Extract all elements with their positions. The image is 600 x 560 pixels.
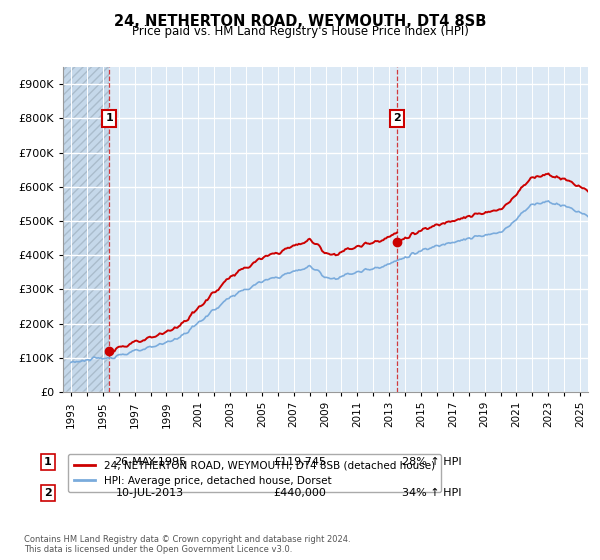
Text: £119,745: £119,745 bbox=[274, 457, 326, 467]
Text: 28% ↑ HPI: 28% ↑ HPI bbox=[402, 457, 462, 467]
Text: 24, NETHERTON ROAD, WEYMOUTH, DT4 8SB: 24, NETHERTON ROAD, WEYMOUTH, DT4 8SB bbox=[114, 14, 486, 29]
Text: 1: 1 bbox=[105, 114, 113, 124]
Legend: 24, NETHERTON ROAD, WEYMOUTH, DT4 8SB (detached house), HPI: Average price, deta: 24, NETHERTON ROAD, WEYMOUTH, DT4 8SB (d… bbox=[68, 454, 441, 492]
Text: £440,000: £440,000 bbox=[274, 488, 326, 498]
Text: 2: 2 bbox=[44, 488, 52, 498]
Text: 1: 1 bbox=[44, 457, 52, 467]
Text: 10-JUL-2013: 10-JUL-2013 bbox=[116, 488, 184, 498]
Text: 26-MAY-1995: 26-MAY-1995 bbox=[114, 457, 186, 467]
Text: 34% ↑ HPI: 34% ↑ HPI bbox=[402, 488, 462, 498]
Text: Price paid vs. HM Land Registry's House Price Index (HPI): Price paid vs. HM Land Registry's House … bbox=[131, 25, 469, 38]
Text: Contains HM Land Registry data © Crown copyright and database right 2024.
This d: Contains HM Land Registry data © Crown c… bbox=[24, 535, 350, 554]
Bar bbox=[63, 67, 109, 392]
Text: 2: 2 bbox=[394, 114, 401, 124]
